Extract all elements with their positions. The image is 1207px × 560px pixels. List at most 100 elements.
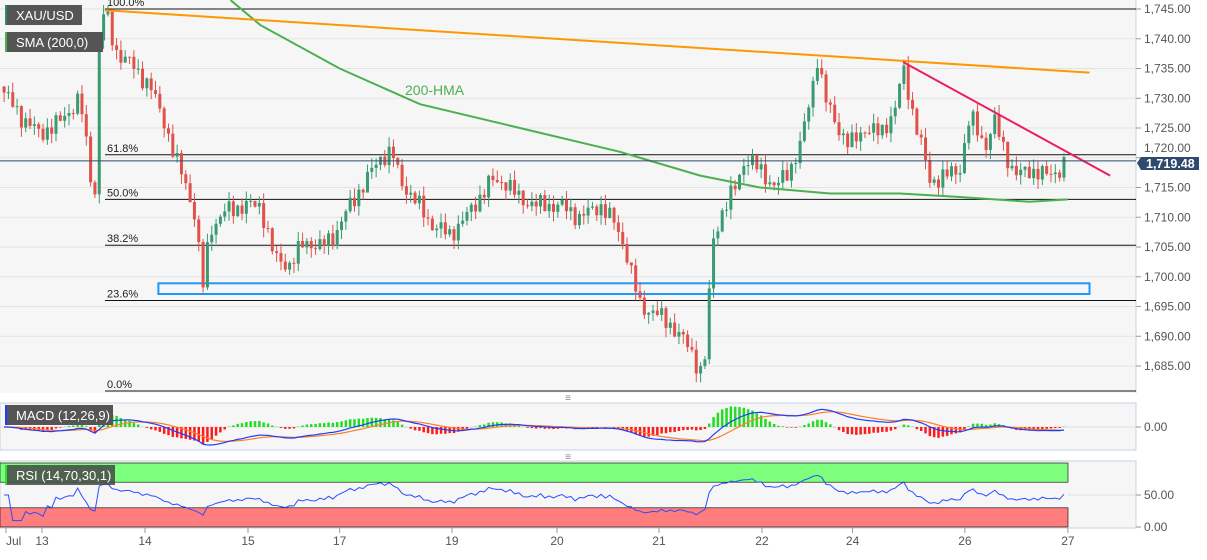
candle-up <box>707 288 711 360</box>
candle-up <box>556 204 560 212</box>
y-tick-label: 1,700.00 <box>1144 270 1191 284</box>
candle-down <box>11 92 15 107</box>
candle-down <box>634 265 638 292</box>
fib-label: 38.2% <box>107 233 138 245</box>
candle-down <box>162 108 166 129</box>
candle-up <box>335 230 339 246</box>
candle-up <box>802 121 806 141</box>
candle-up <box>1019 169 1023 176</box>
candle-down <box>80 93 84 115</box>
candle-down <box>763 164 767 185</box>
macd-label: MACD (12,26,9) <box>16 408 110 423</box>
symbol-tag[interactable]: XAU/USD <box>5 5 82 25</box>
candle-down <box>621 231 625 244</box>
panel-resize-handle[interactable]: ≡ <box>565 452 571 463</box>
candle-up <box>590 206 594 208</box>
candle-down <box>755 155 759 170</box>
candle-up <box>725 209 729 211</box>
x-tick-label: 26 <box>958 534 972 548</box>
candle-up <box>789 163 793 181</box>
candle-up <box>244 200 248 214</box>
support-zone-rect <box>157 282 1091 296</box>
candle-up <box>841 133 845 136</box>
candle-up <box>106 11 110 15</box>
candle-down <box>422 195 426 218</box>
macd-tag[interactable]: MACD (12,26,9) <box>5 405 113 425</box>
candle-up <box>716 231 720 239</box>
candle-up <box>6 92 10 94</box>
candle-down <box>400 164 404 187</box>
candle-down <box>283 261 287 270</box>
fibonacci-levels: 100.0% 61.8% 50.0% 38.2% 23.6% 0.0% <box>105 0 1136 392</box>
panel-resize-handle[interactable]: ≡ <box>565 393 571 404</box>
candle-down <box>89 136 93 183</box>
candle-up <box>205 242 209 288</box>
pink-trendline <box>902 61 1111 177</box>
candle-down <box>928 159 932 183</box>
y-tick-label: 1,745.00 <box>1144 2 1191 16</box>
candle-down <box>132 56 136 69</box>
rsi-axis-0: 0.00 <box>1144 520 1168 534</box>
candle-up <box>123 56 127 63</box>
candle-down <box>733 185 737 190</box>
candle-down <box>664 308 668 328</box>
candle-up <box>227 201 231 212</box>
candle-up <box>768 182 772 185</box>
candle-up <box>750 155 754 166</box>
candle-down <box>686 334 690 348</box>
candle-up <box>811 80 815 108</box>
candle-up <box>738 174 742 190</box>
candle-up <box>296 241 300 264</box>
time-axis[interactable]: Jul 13 14 15 17 19 20 21 22 24 26 27 <box>5 528 1075 548</box>
candle-down <box>115 45 119 50</box>
candle-down <box>19 106 23 128</box>
candle-down <box>262 202 266 229</box>
candle-down <box>154 90 158 94</box>
candle-up <box>32 124 36 126</box>
candle-down <box>197 219 201 243</box>
candle-down <box>301 241 305 248</box>
candle-down <box>984 137 988 150</box>
candle-up <box>54 115 58 134</box>
candle-down <box>192 202 196 220</box>
candle-up <box>859 132 863 142</box>
candle-down <box>997 114 1001 137</box>
candle-down <box>638 291 642 298</box>
candle-down <box>975 111 979 136</box>
candle-down <box>1045 166 1049 174</box>
candle-up <box>880 124 884 136</box>
candle-up <box>136 68 140 70</box>
candle-down <box>71 113 75 115</box>
candle-down <box>642 297 646 315</box>
candle-down <box>84 114 88 137</box>
candle-up <box>327 233 331 246</box>
candle-up <box>1053 172 1057 175</box>
sma-tag[interactable]: SMA (200,0) <box>5 32 103 52</box>
rsi-tag[interactable]: RSI (14,70,30,1) <box>5 465 115 485</box>
rsi-axis-50: 50.00 <box>1144 488 1174 502</box>
fib-label: 23.6% <box>107 289 138 301</box>
last-price-value: 1,719.48 <box>1146 157 1195 171</box>
candle-up <box>569 207 573 212</box>
price-axis[interactable]: 1,745.00 1,740.00 1,735.00 1,730.00 1,725.00… <box>1136 2 1191 373</box>
candle-up <box>76 93 80 114</box>
candle-down <box>820 68 824 75</box>
candle-down <box>443 222 447 235</box>
candle-down <box>681 331 685 335</box>
candle-down <box>1027 166 1031 179</box>
candle-down <box>396 158 400 165</box>
candle-down <box>1036 168 1040 180</box>
candle-down <box>915 108 919 135</box>
candle-down <box>270 228 274 252</box>
candles <box>2 4 1066 383</box>
candle-up <box>409 192 413 195</box>
candle-up <box>374 164 378 168</box>
candle-up <box>958 173 962 175</box>
candle-down <box>772 182 776 186</box>
candle-up <box>647 312 651 315</box>
fib-label: 0.0% <box>107 379 132 391</box>
candle-down <box>534 201 538 207</box>
x-tick-label: Jul <box>6 534 21 548</box>
candle-up <box>1040 166 1044 180</box>
